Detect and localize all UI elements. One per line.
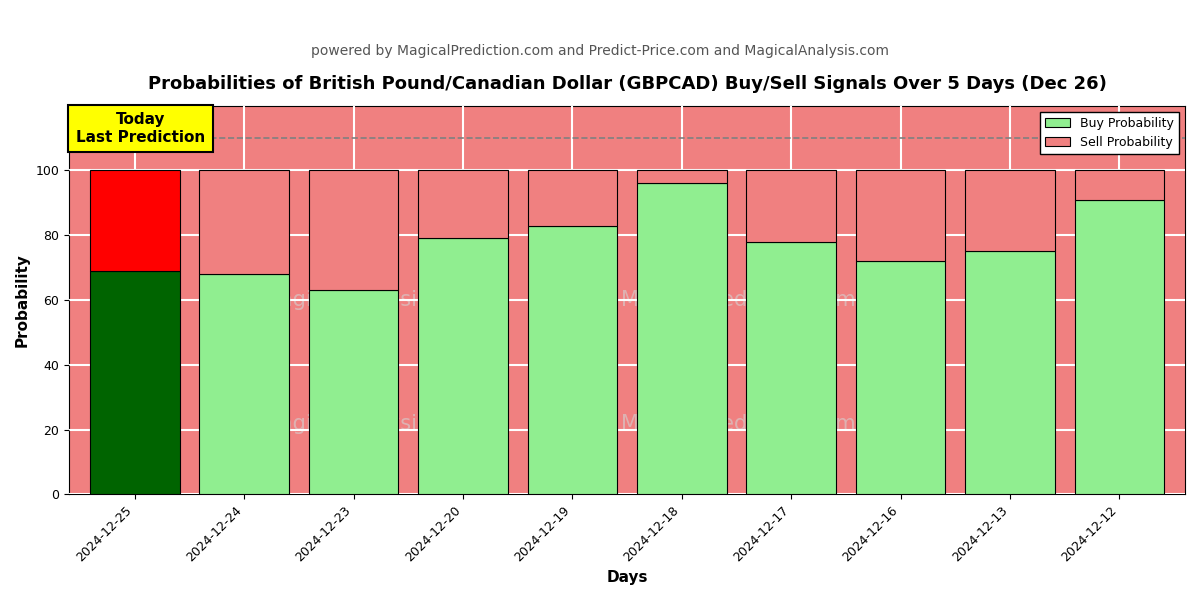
Bar [308, 170, 398, 290]
Bar [199, 274, 289, 494]
X-axis label: Days: Days [606, 570, 648, 585]
Bar [637, 184, 727, 494]
Bar [199, 170, 289, 274]
Bar [528, 170, 617, 226]
Text: powered by MagicalPrediction.com and Predict-Price.com and MagicalAnalysis.com: powered by MagicalPrediction.com and Pre… [311, 44, 889, 58]
Bar [418, 170, 508, 238]
Bar [1074, 170, 1164, 200]
Bar [746, 242, 836, 494]
Bar [90, 170, 180, 271]
Bar [856, 170, 946, 261]
Bar [308, 290, 398, 494]
Bar [856, 261, 946, 494]
Bar [637, 170, 727, 184]
Bar [965, 251, 1055, 494]
Bar [418, 238, 508, 494]
Text: MagicalAnalysis.com: MagicalAnalysis.com [262, 290, 479, 310]
Text: MagicalPrediction.com: MagicalPrediction.com [622, 415, 856, 434]
Title: Probabilities of British Pound/Canadian Dollar (GBPCAD) Buy/Sell Signals Over 5 : Probabilities of British Pound/Canadian … [148, 75, 1106, 93]
Legend: Buy Probability, Sell Probability: Buy Probability, Sell Probability [1040, 112, 1178, 154]
Text: Today
Last Prediction: Today Last Prediction [76, 112, 205, 145]
Text: MagicalPrediction.com: MagicalPrediction.com [622, 290, 856, 310]
Text: MagicalAnalysis.com: MagicalAnalysis.com [262, 415, 479, 434]
Bar [965, 170, 1055, 251]
Bar [90, 271, 180, 494]
Bar [746, 170, 836, 242]
Bar [528, 226, 617, 494]
Bar [1074, 200, 1164, 494]
Y-axis label: Probability: Probability [16, 253, 30, 347]
